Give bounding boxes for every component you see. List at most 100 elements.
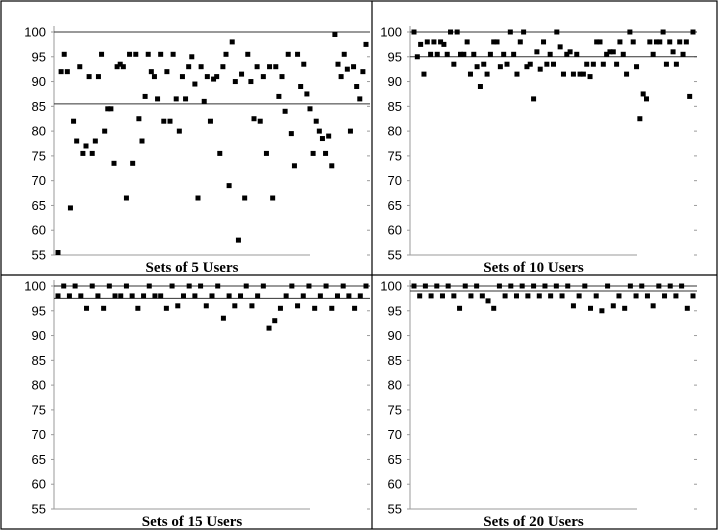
data-point bbox=[637, 116, 643, 122]
data-point bbox=[677, 39, 683, 45]
y-tick-label: 65 bbox=[32, 198, 46, 213]
data-point bbox=[418, 41, 424, 47]
data-point bbox=[421, 71, 427, 77]
data-point bbox=[58, 69, 64, 75]
data-point bbox=[78, 293, 84, 299]
data-point bbox=[203, 303, 209, 309]
data-point bbox=[491, 305, 497, 311]
data-point bbox=[574, 51, 580, 57]
panel-sets-of-20: 100 95 90 85 80 75 70 65 60 55 Sets of 2… bbox=[380, 279, 697, 530]
data-point bbox=[610, 49, 616, 55]
data-point bbox=[684, 305, 690, 311]
data-point bbox=[136, 116, 142, 122]
data-point bbox=[468, 293, 474, 299]
data-point bbox=[183, 96, 189, 102]
y-tick-label: 80 bbox=[388, 124, 402, 139]
data-point bbox=[467, 71, 473, 77]
y-tick-label: 95 bbox=[388, 303, 402, 318]
y-tick-label: 60 bbox=[388, 477, 402, 492]
data-point bbox=[531, 283, 537, 289]
data-point bbox=[667, 39, 673, 45]
data-point bbox=[521, 29, 527, 35]
data-point bbox=[130, 160, 136, 166]
data-point bbox=[444, 51, 450, 57]
data-point bbox=[458, 51, 463, 57]
y-tick-label: 85 bbox=[32, 99, 46, 114]
data-point bbox=[133, 51, 139, 57]
data-point bbox=[484, 71, 490, 77]
y-tick-label: 100 bbox=[24, 25, 46, 40]
data-point bbox=[541, 39, 547, 45]
data-point bbox=[84, 305, 90, 311]
data-point bbox=[146, 283, 152, 289]
data-points bbox=[55, 31, 369, 256]
data-point bbox=[209, 293, 215, 299]
data-point bbox=[576, 293, 582, 299]
data-point bbox=[223, 51, 229, 57]
data-point bbox=[86, 74, 92, 80]
y-tick-label: 55 bbox=[388, 248, 402, 263]
data-point bbox=[584, 61, 590, 67]
data-point bbox=[564, 51, 570, 57]
data-point bbox=[106, 283, 112, 289]
data-point bbox=[95, 74, 101, 80]
data-point bbox=[211, 76, 217, 82]
data-point bbox=[347, 128, 353, 134]
axes bbox=[51, 280, 370, 510]
y-tick-label: 90 bbox=[388, 328, 402, 343]
data-point bbox=[291, 163, 297, 169]
data-point bbox=[663, 61, 669, 67]
data-point bbox=[239, 71, 245, 77]
data-point bbox=[83, 143, 89, 149]
data-point bbox=[354, 84, 360, 90]
data-point bbox=[428, 293, 434, 299]
data-point bbox=[448, 29, 454, 35]
data-point bbox=[55, 293, 61, 299]
data-point bbox=[496, 283, 502, 289]
data-point bbox=[111, 160, 117, 166]
data-point bbox=[605, 283, 611, 289]
data-point bbox=[667, 283, 673, 289]
data-point bbox=[120, 64, 126, 70]
data-point bbox=[647, 39, 653, 45]
data-point bbox=[544, 61, 550, 67]
data-point bbox=[517, 39, 523, 45]
data-point bbox=[497, 64, 503, 70]
data-point bbox=[289, 283, 295, 289]
data-point bbox=[454, 29, 460, 35]
data-point bbox=[471, 51, 477, 57]
data-point bbox=[622, 305, 628, 311]
data-point bbox=[158, 51, 164, 57]
data-point bbox=[481, 61, 487, 67]
data-point bbox=[214, 74, 220, 80]
panel-sets-of-15: 100 95 90 85 80 75 70 65 60 55 Sets of 1… bbox=[24, 279, 370, 530]
data-point bbox=[673, 61, 679, 67]
y-tick-label: 70 bbox=[388, 173, 402, 188]
data-point bbox=[639, 283, 645, 289]
data-point bbox=[270, 195, 276, 201]
y-axis-labels: 100 95 90 85 80 75 70 65 60 55 bbox=[380, 25, 402, 263]
data-point bbox=[99, 51, 105, 57]
data-point bbox=[260, 74, 266, 80]
data-point bbox=[226, 293, 232, 299]
data-point bbox=[673, 293, 679, 299]
data-point bbox=[616, 293, 622, 299]
y-tick-label: 80 bbox=[388, 378, 402, 393]
data-point bbox=[653, 39, 659, 45]
data-point bbox=[229, 39, 235, 45]
data-point bbox=[607, 49, 613, 55]
data-point bbox=[417, 293, 423, 299]
data-point bbox=[524, 64, 530, 70]
data-point bbox=[457, 305, 463, 311]
data-point bbox=[295, 303, 301, 309]
data-point bbox=[167, 118, 173, 124]
y-tick-label: 100 bbox=[24, 279, 46, 294]
data-point bbox=[74, 138, 80, 144]
data-point bbox=[155, 96, 161, 102]
data-point bbox=[363, 283, 369, 289]
data-point bbox=[494, 39, 500, 45]
data-point bbox=[55, 250, 61, 256]
data-point bbox=[217, 150, 223, 156]
y-tick-label: 65 bbox=[388, 452, 402, 467]
